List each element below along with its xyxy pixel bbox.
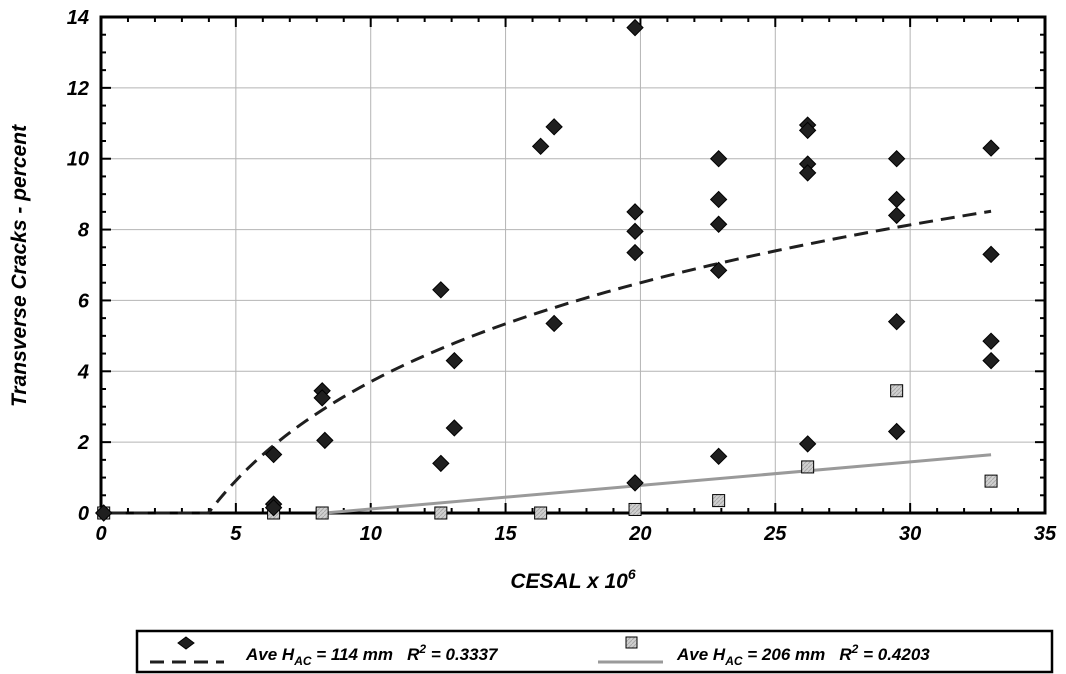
data-point-114mm bbox=[531, 137, 550, 156]
data-point-114mm bbox=[545, 118, 563, 136]
data-point-114mm bbox=[798, 121, 817, 140]
data-point-114mm bbox=[432, 281, 450, 299]
data-point-114mm bbox=[982, 245, 1000, 264]
data-point-206mm bbox=[434, 506, 448, 520]
legend-marker-square bbox=[625, 636, 638, 649]
data-point-114mm bbox=[445, 351, 464, 370]
y-tick-label: 12 bbox=[67, 78, 89, 100]
legend-label-206: Ave HAC = 206 mm R2 = 0.4203 bbox=[676, 642, 930, 668]
y-tick-labels: 0 2 4 6 8 10 12 14 bbox=[67, 7, 90, 525]
y-tick-label: 10 bbox=[67, 149, 89, 171]
data-point-114mm bbox=[982, 332, 1000, 350]
axis-ticks bbox=[100, 16, 1046, 514]
data-point-114mm bbox=[798, 164, 817, 182]
plot-frame bbox=[99, 15, 1047, 515]
x-tick-label: 10 bbox=[360, 523, 382, 545]
data-point-206mm bbox=[890, 384, 904, 398]
x-tick-label: 5 bbox=[230, 523, 242, 545]
data-point-114mm bbox=[709, 215, 728, 233]
x-tick-label: 30 bbox=[899, 523, 921, 545]
data-point-206mm bbox=[628, 502, 642, 516]
legend-marker-diamond bbox=[177, 636, 195, 650]
data-point-114mm bbox=[264, 498, 283, 517]
data-point-114mm bbox=[982, 351, 1000, 370]
y-tick-label: 14 bbox=[67, 7, 89, 29]
data-point-206mm bbox=[984, 474, 998, 488]
data-point-114mm bbox=[432, 454, 450, 473]
plot-border bbox=[99, 15, 1047, 515]
data-point-114mm bbox=[709, 150, 728, 168]
legend-label-114: Ave HAC = 114 mm R2 = 0.3337 bbox=[245, 642, 499, 668]
x-tick-label: 15 bbox=[494, 523, 517, 545]
y-tick-label: 2 bbox=[77, 432, 89, 454]
y-tick-label: 6 bbox=[78, 290, 90, 312]
x-axis-title-text: CESAL x 10 bbox=[510, 570, 628, 593]
data-point-206mm bbox=[801, 460, 815, 474]
x-tick-labels: 0 5 10 15 20 25 30 35 bbox=[95, 523, 1057, 545]
data-point-114mm bbox=[626, 243, 644, 262]
data-point-114mm bbox=[545, 314, 563, 333]
data-point-114mm bbox=[626, 203, 644, 221]
data-point-114mm bbox=[887, 190, 906, 209]
data-point-114mm bbox=[887, 206, 906, 225]
data-point-114mm bbox=[887, 312, 906, 331]
data-point-114mm bbox=[709, 447, 728, 466]
data-point-114mm bbox=[626, 18, 644, 37]
data-point-206mm bbox=[534, 506, 548, 520]
legend-box bbox=[135, 629, 1054, 674]
data-point-114mm bbox=[316, 431, 334, 450]
data-point-114mm bbox=[445, 419, 464, 437]
trend-line-114mm bbox=[111, 209, 992, 515]
data-point-114mm bbox=[264, 445, 283, 464]
data-point-114mm bbox=[709, 190, 728, 209]
grid-lines bbox=[101, 17, 1045, 513]
data-points bbox=[94, 18, 1000, 522]
trend-lines bbox=[111, 209, 992, 515]
data-point-114mm bbox=[982, 139, 1000, 157]
data-point-114mm bbox=[313, 389, 331, 407]
y-tick-label: 8 bbox=[78, 220, 90, 242]
data-point-114mm bbox=[887, 422, 906, 441]
x-tick-label: 25 bbox=[763, 523, 787, 545]
y-tick-label: 4 bbox=[77, 361, 89, 383]
y-tick-label: 0 bbox=[78, 503, 89, 525]
data-point-114mm bbox=[887, 150, 906, 168]
x-axis-title-superscript: 6 bbox=[628, 566, 636, 582]
data-point-114mm bbox=[798, 435, 817, 453]
data-point-114mm bbox=[94, 504, 113, 522]
data-point-114mm bbox=[626, 474, 644, 492]
legend: Ave HAC = 114 mm R2 = 0.3337 Ave HAC = 2… bbox=[135, 629, 1054, 674]
data-point-114mm bbox=[626, 222, 644, 241]
x-tick-label: 35 bbox=[1034, 523, 1057, 545]
x-tick-label: 20 bbox=[628, 523, 651, 545]
data-point-206mm bbox=[712, 494, 726, 508]
trend-line-206mm bbox=[324, 453, 992, 515]
data-point-206mm bbox=[315, 506, 329, 520]
data-point-114mm bbox=[709, 261, 728, 280]
x-axis-title: CESAL x 106 bbox=[510, 566, 636, 593]
y-axis-title: Transverse Cracks - percent bbox=[8, 124, 31, 407]
x-tick-label: 0 bbox=[95, 523, 106, 545]
